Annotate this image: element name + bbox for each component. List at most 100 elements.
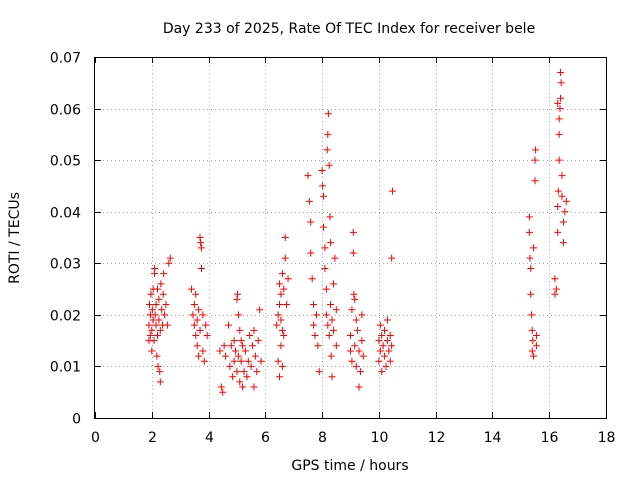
- data-point: [386, 357, 394, 365]
- data-point: [278, 270, 286, 278]
- x-tick-label: 18: [598, 430, 616, 446]
- data-point: [323, 146, 331, 154]
- data-point: [555, 115, 563, 123]
- data-point: [554, 203, 562, 211]
- data-point: [378, 368, 386, 376]
- data-point: [249, 342, 257, 350]
- data-point: [349, 249, 357, 257]
- data-point: [325, 331, 333, 339]
- data-point: [383, 316, 391, 324]
- data-point: [529, 337, 537, 345]
- data-point: [217, 383, 225, 391]
- data-point: [155, 295, 163, 303]
- data-point: [278, 362, 286, 370]
- data-point: [327, 239, 335, 247]
- data-point: [320, 192, 328, 200]
- data-point: [557, 79, 565, 87]
- data-point: [527, 290, 535, 298]
- data-point: [243, 373, 251, 381]
- data-point: [308, 275, 316, 283]
- data-point: [389, 187, 397, 195]
- data-point: [195, 306, 203, 314]
- data-point: [332, 306, 340, 314]
- data-point: [234, 352, 242, 360]
- data-point: [273, 321, 281, 329]
- data-point: [277, 290, 285, 298]
- data-point: [324, 110, 332, 118]
- data-point: [277, 316, 285, 324]
- data-point: [190, 301, 198, 309]
- data-point: [554, 187, 562, 195]
- data-point: [153, 352, 161, 360]
- data-point: [348, 306, 356, 314]
- data-point: [234, 311, 242, 319]
- data-point: [531, 177, 539, 185]
- data-point: [375, 357, 383, 365]
- data-point: [197, 264, 205, 272]
- data-point: [347, 347, 354, 355]
- data-point: [219, 388, 227, 396]
- data-point: [376, 347, 384, 355]
- data-point: [203, 331, 211, 339]
- data-point: [257, 357, 265, 365]
- data-point: [159, 290, 167, 298]
- x-axis-ticks: 0 2 4 6 8 10 12 14 16 18: [91, 57, 615, 446]
- data-point: [158, 306, 166, 314]
- data-point: [232, 347, 240, 355]
- data-point: [195, 352, 203, 360]
- data-point: [352, 316, 360, 324]
- data-point: [196, 234, 204, 241]
- data-point: [559, 239, 567, 247]
- y-tick-label: 0: [72, 412, 81, 428]
- data-point: [197, 244, 205, 252]
- data-point: [325, 161, 333, 169]
- data-point: [146, 301, 154, 309]
- data-point: [532, 342, 540, 350]
- y-tick-label: 0.05: [50, 154, 81, 170]
- data-point: [244, 357, 252, 365]
- data-point: [329, 326, 337, 334]
- data-point: [283, 301, 291, 309]
- data-point: [324, 130, 332, 138]
- data-point: [321, 264, 329, 272]
- data-point: [327, 352, 335, 360]
- data-point: [531, 156, 539, 164]
- data-point: [233, 295, 241, 303]
- data-point: [359, 352, 367, 360]
- data-point: [251, 352, 259, 360]
- x-tick-label: 16: [541, 430, 559, 446]
- data-point: [354, 326, 362, 334]
- data-point: [241, 347, 249, 355]
- data-point: [329, 280, 337, 288]
- data-point: [163, 321, 171, 329]
- data-point: [310, 301, 318, 309]
- data-point: [239, 383, 247, 391]
- x-axis-label: GPS time / hours: [291, 458, 408, 474]
- data-point: [321, 244, 329, 252]
- data-point: [381, 326, 389, 334]
- data-point: [555, 156, 563, 164]
- data-point: [165, 259, 173, 267]
- data-point: [156, 378, 164, 386]
- data-point: [358, 337, 366, 345]
- data-point: [527, 264, 535, 272]
- data-point: [528, 347, 536, 355]
- data-point: [526, 254, 534, 262]
- data-point: [332, 342, 340, 350]
- y-tick-label: 0.07: [50, 51, 81, 67]
- data-point: [274, 357, 282, 365]
- data-point: [311, 331, 319, 339]
- data-point: [196, 326, 204, 334]
- data-point: [224, 321, 232, 329]
- data-point: [304, 172, 312, 180]
- x-tick-label: 4: [205, 430, 214, 446]
- data-point: [307, 218, 315, 226]
- data-point: [146, 331, 154, 339]
- data-point: [250, 383, 258, 391]
- data-point: [327, 301, 335, 309]
- data-point: [222, 352, 230, 360]
- data-point: [226, 362, 234, 370]
- data-point: [310, 321, 318, 329]
- data-point: [281, 254, 289, 262]
